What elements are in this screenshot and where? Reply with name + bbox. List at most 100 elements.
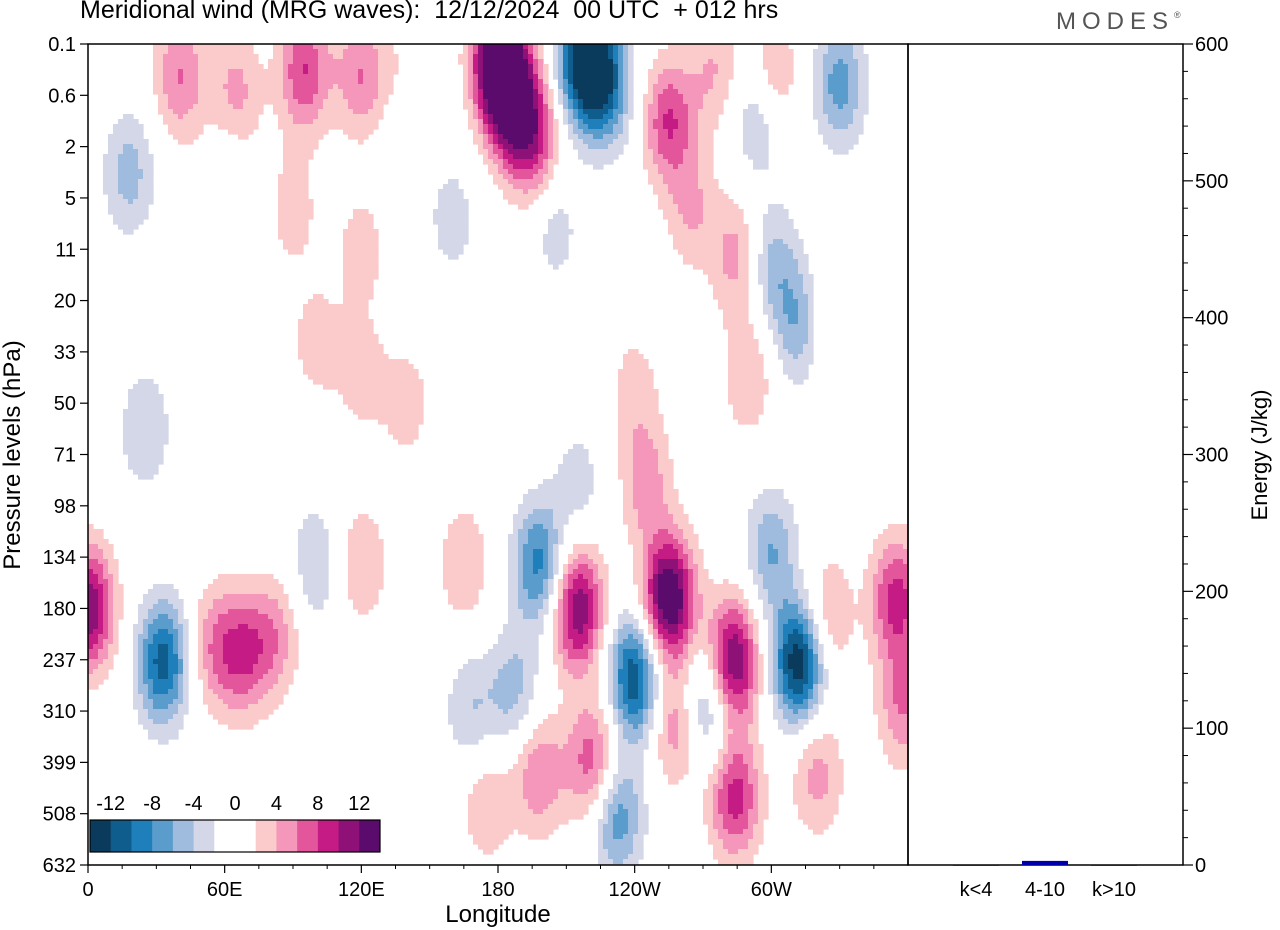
heatmap-cell: [598, 104, 604, 110]
heatmap-cell: [338, 389, 344, 395]
heatmap-cell: [293, 74, 299, 80]
heatmap-cell: [663, 494, 669, 500]
heatmap-cell: [533, 79, 539, 85]
heatmap-cell: [188, 99, 194, 105]
heatmap-cell: [538, 99, 544, 105]
heatmap-cell: [733, 319, 739, 325]
heatmap-cell: [543, 539, 549, 545]
heatmap-cell: [728, 299, 734, 305]
heatmap-cell: [698, 209, 704, 215]
heatmap-cell: [568, 69, 574, 75]
heatmap-cell: [763, 44, 769, 50]
heatmap-cell: [298, 69, 304, 75]
heatmap-cell: [608, 139, 614, 145]
heatmap-cell: [748, 364, 754, 370]
heatmap-cell: [623, 494, 629, 500]
heatmap-cell: [758, 139, 764, 145]
heatmap-cell: [323, 344, 329, 350]
heatmap-cell: [748, 514, 754, 520]
heatmap-cell: [688, 64, 694, 70]
heatmap-cell: [338, 49, 344, 55]
heatmap-cell: [533, 109, 539, 115]
heatmap-cell: [733, 304, 739, 310]
heatmap-cell: [143, 149, 149, 155]
heatmap-cell: [438, 239, 444, 245]
heatmap-cell: [703, 134, 709, 140]
heatmap-cell: [783, 499, 789, 505]
heatmap-cell: [723, 319, 729, 325]
heatmap-cell: [243, 109, 249, 115]
heatmap-cell: [363, 94, 369, 100]
heatmap-cell: [143, 414, 149, 420]
heatmap-cell: [708, 44, 714, 50]
heatmap-cell: [448, 244, 454, 250]
heatmap-cell: [348, 344, 354, 350]
heatmap-cell: [303, 89, 309, 95]
heatmap-cell: [388, 44, 394, 50]
heatmap-cell: [348, 49, 354, 55]
heatmap-cell: [558, 259, 564, 265]
heatmap-cell: [348, 234, 354, 240]
heatmap-cell: [208, 119, 214, 125]
heatmap-cell: [608, 134, 614, 140]
heatmap-cell: [323, 339, 329, 345]
heatmap-cell: [608, 59, 614, 65]
heatmap-cell: [133, 219, 139, 225]
heatmap-cell: [198, 74, 204, 80]
heatmap-cell: [648, 84, 654, 90]
heatmap-cell: [623, 369, 629, 375]
heatmap-cell: [583, 139, 589, 145]
heatmap-cell: [188, 54, 194, 60]
heatmap-cell: [173, 129, 179, 135]
heatmap-cell: [673, 184, 679, 190]
heatmap-cell: [393, 69, 399, 75]
heatmap-cell: [368, 224, 374, 230]
heatmap-cell: [838, 69, 844, 75]
heatmap-cell: [438, 224, 444, 230]
heatmap-cell: [303, 69, 309, 75]
heatmap-cell: [588, 84, 594, 90]
heatmap-cell: [763, 389, 769, 395]
heatmap-cell: [348, 289, 354, 295]
heatmap-cell: [698, 114, 704, 120]
heatmap-cell: [533, 119, 539, 125]
heatmap-cell: [653, 504, 659, 510]
heatmap-cell: [513, 119, 519, 125]
heatmap-cell: [628, 349, 634, 355]
heatmap-cell: [603, 159, 609, 165]
heatmap-cell: [128, 464, 134, 470]
heatmap-cell: [373, 369, 379, 375]
heatmap-cell: [483, 139, 489, 145]
heatmap-cell: [578, 69, 584, 75]
heatmap-cell: [643, 454, 649, 460]
heatmap-cell: [358, 224, 364, 230]
heatmap-cell: [223, 119, 229, 125]
heatmap-cell: [613, 144, 619, 150]
heatmap-cell: [618, 59, 624, 65]
heatmap-cell: [738, 364, 744, 370]
heatmap-cell: [743, 244, 749, 250]
heatmap-cell: [808, 329, 814, 335]
heatmap-cell: [348, 229, 354, 235]
heatmap-cell: [768, 269, 774, 275]
heatmap-cell: [683, 74, 689, 80]
heatmap-cell: [758, 154, 764, 160]
heatmap-cell: [353, 384, 359, 390]
heatmap-cell: [698, 219, 704, 225]
heatmap-cell: [518, 94, 524, 100]
heatmap-cell: [313, 54, 319, 60]
heatmap-cell: [528, 139, 534, 145]
heatmap-cell: [738, 374, 744, 380]
heatmap-cell: [543, 514, 549, 520]
heatmap-cell: [168, 94, 174, 100]
heatmap-cell: [503, 54, 509, 60]
heatmap-cell: [218, 59, 224, 65]
heatmap-cell: [373, 374, 379, 380]
heatmap-cell: [558, 54, 564, 60]
heatmap-cell: [663, 174, 669, 180]
heatmap-cell: [708, 229, 714, 235]
heatmap-cell: [283, 109, 289, 115]
heatmap-cell: [328, 74, 334, 80]
heatmap-cell: [558, 529, 564, 535]
heatmap-cell: [353, 364, 359, 370]
